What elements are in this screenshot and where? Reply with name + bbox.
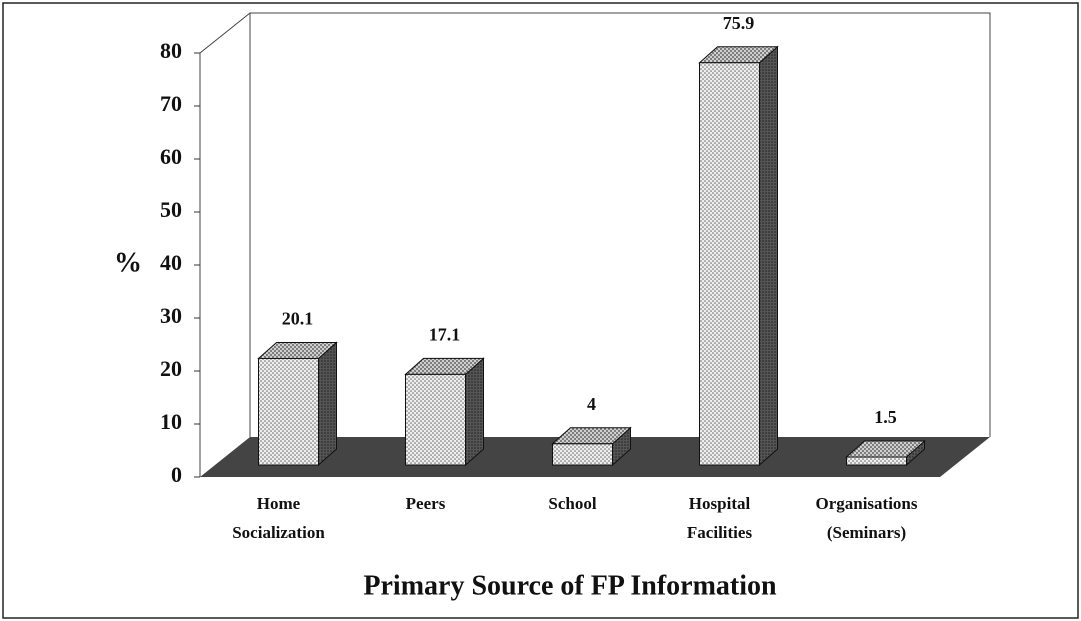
bar <box>404 357 485 467</box>
y-tick-label: 0 <box>171 462 182 487</box>
x-tick-label: Socialization <box>232 523 325 542</box>
bar <box>845 439 926 467</box>
y-tick-label: 10 <box>160 409 182 434</box>
side-wall <box>199 12 251 477</box>
bar-front <box>258 357 319 466</box>
bar-front <box>405 373 466 466</box>
x-axis-label: Primary Source of FP Information <box>363 570 777 601</box>
bar-front <box>846 456 907 466</box>
bar <box>551 426 632 467</box>
x-tick-label: Hospital <box>689 494 751 513</box>
x-tick-label: Facilities <box>687 523 753 542</box>
x-tick-label: Organisations <box>815 494 917 513</box>
bar-front <box>699 62 760 466</box>
y-tick-label: 50 <box>160 197 182 222</box>
bar-side <box>759 45 778 467</box>
y-tick-label: 40 <box>160 250 182 275</box>
y-tick-label: 30 <box>160 303 182 328</box>
x-tick-label: Peers <box>406 494 446 513</box>
back-wall <box>249 12 991 437</box>
value-label: 20.1 <box>282 309 314 329</box>
bar-side <box>318 341 337 467</box>
value-label: 75.9 <box>723 13 755 33</box>
x-tick-label: (Seminars) <box>827 523 906 542</box>
value-label: 4 <box>587 394 596 414</box>
bar <box>698 45 779 467</box>
y-axis-label: % <box>114 247 142 278</box>
value-label: 1.5 <box>874 407 897 427</box>
bar <box>257 341 338 467</box>
value-label: 17.1 <box>429 324 461 344</box>
y-tick-label: 80 <box>160 38 182 63</box>
x-tick-label: School <box>548 494 596 513</box>
x-tick-label: Home <box>257 494 301 513</box>
y-tick-label: 60 <box>160 144 182 169</box>
bar-front <box>552 443 613 466</box>
bar-side <box>465 357 484 467</box>
y-tick-label: 70 <box>160 91 182 116</box>
y-tick-label: 20 <box>160 356 182 381</box>
